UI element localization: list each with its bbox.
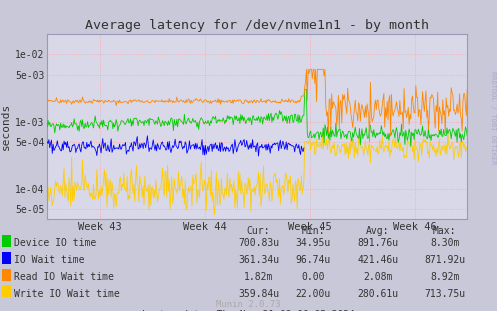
- Text: Munin 2.0.73: Munin 2.0.73: [216, 300, 281, 309]
- Text: 96.74u: 96.74u: [296, 255, 331, 265]
- Text: Read IO Wait time: Read IO Wait time: [14, 272, 114, 282]
- Text: 2.08m: 2.08m: [363, 272, 393, 282]
- Text: 22.00u: 22.00u: [296, 289, 331, 299]
- Text: 8.30m: 8.30m: [430, 238, 460, 248]
- Text: 713.75u: 713.75u: [424, 289, 465, 299]
- Text: 361.34u: 361.34u: [238, 255, 279, 265]
- Text: Cur:: Cur:: [247, 226, 270, 236]
- Text: IO Wait time: IO Wait time: [14, 255, 84, 265]
- Text: Avg:: Avg:: [366, 226, 390, 236]
- Title: Average latency for /dev/nvme1n1 - by month: Average latency for /dev/nvme1n1 - by mo…: [85, 19, 429, 32]
- Text: 1.82m: 1.82m: [244, 272, 273, 282]
- Text: 871.92u: 871.92u: [424, 255, 465, 265]
- Text: Device IO time: Device IO time: [14, 238, 96, 248]
- Text: Write IO Wait time: Write IO Wait time: [14, 289, 120, 299]
- Text: RRDTOOL / TOBI OETIKER: RRDTOOL / TOBI OETIKER: [490, 72, 496, 165]
- Y-axis label: seconds: seconds: [1, 103, 11, 150]
- Text: 8.92m: 8.92m: [430, 272, 460, 282]
- Text: 891.76u: 891.76u: [357, 238, 398, 248]
- Text: 700.83u: 700.83u: [238, 238, 279, 248]
- Text: Min:: Min:: [301, 226, 325, 236]
- Text: 421.46u: 421.46u: [357, 255, 398, 265]
- Text: 0.00: 0.00: [301, 272, 325, 282]
- Text: 359.84u: 359.84u: [238, 289, 279, 299]
- Text: Last update: Thu Nov 21 09:00:05 2024: Last update: Thu Nov 21 09:00:05 2024: [142, 310, 355, 311]
- Text: 34.95u: 34.95u: [296, 238, 331, 248]
- Text: Max:: Max:: [433, 226, 457, 236]
- Text: 280.61u: 280.61u: [357, 289, 398, 299]
